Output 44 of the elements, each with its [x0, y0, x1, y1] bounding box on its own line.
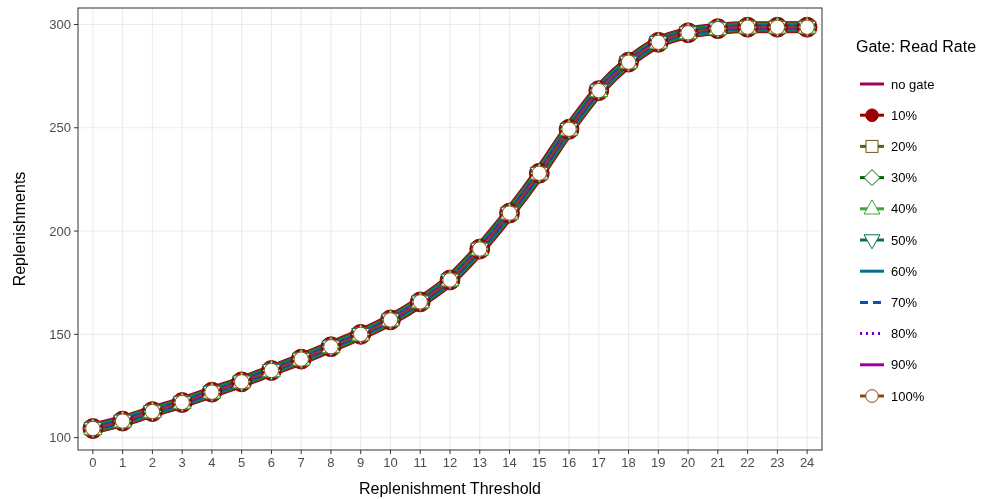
x-tick-label: 5: [238, 455, 246, 470]
x-tick-label: 6: [267, 455, 276, 470]
x-axis-title: Replenishment Threshold: [358, 480, 542, 497]
x-tick-label: 0: [89, 455, 97, 470]
x-tick-label: 9: [357, 455, 365, 470]
legend-label: 30%: [891, 170, 918, 186]
x-tick-label: 13: [472, 455, 487, 470]
x-tick-label: 10: [383, 455, 398, 470]
x-tick-label: 12: [442, 455, 458, 470]
x-tick-label: 21: [710, 455, 726, 470]
x-tick-label: 22: [740, 455, 755, 470]
legend-label: 100%: [891, 388, 925, 404]
x-tick-label: 2: [148, 455, 157, 470]
y-tick-label: 100: [49, 430, 71, 446]
x-tick-label: 15: [532, 455, 547, 470]
x-tick-label: 14: [502, 455, 517, 470]
x-tick-label: 20: [680, 455, 696, 470]
y-tick-label: 250: [49, 120, 71, 136]
x-tick-label: 23: [770, 455, 785, 470]
x-tick-label: 8: [327, 455, 335, 470]
x-tick-label: 18: [621, 455, 636, 470]
legend-label: 90%: [891, 357, 918, 373]
x-tick-label: 24: [799, 455, 815, 470]
y-tick-label: 300: [49, 17, 71, 33]
x-tick-label: 19: [651, 455, 666, 470]
legend-label: 20%: [891, 138, 918, 154]
x-tick-label: 17: [591, 455, 607, 470]
legend-label: 80%: [891, 326, 918, 342]
y-axis-title: Replenishments: [11, 171, 28, 287]
y-tick-label: 150: [49, 326, 71, 342]
x-tick-label: 16: [561, 455, 577, 470]
legend-label: 50%: [891, 232, 918, 248]
legend-title: Gate: Read Rate: [856, 38, 977, 55]
legend-label: 40%: [891, 201, 918, 217]
legend-label: 10%: [891, 107, 918, 123]
x-tick-label: 3: [178, 455, 186, 470]
legend-label: 60%: [891, 263, 918, 279]
x-tick-label: 11: [413, 455, 427, 470]
x-tick-label: 1: [119, 455, 127, 470]
legend-label: 70%: [891, 294, 918, 310]
legend-label: no gate: [891, 76, 935, 92]
x-tick-label: 7: [297, 455, 305, 470]
x-tick-label: 4: [208, 455, 216, 470]
y-tick-label: 200: [49, 223, 71, 239]
